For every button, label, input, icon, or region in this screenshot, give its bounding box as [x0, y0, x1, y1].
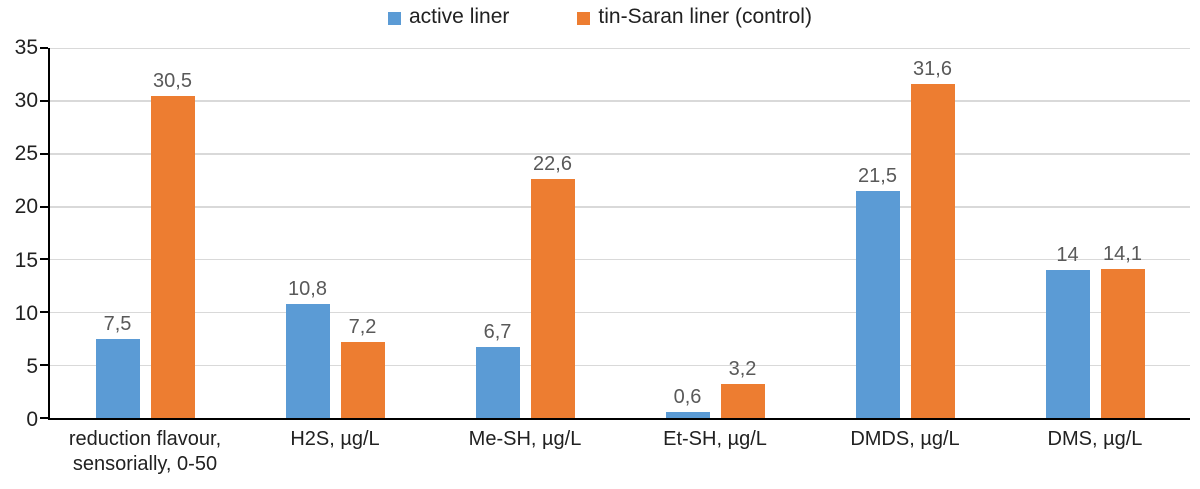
y-axis-tick-label: 25: [14, 142, 38, 166]
y-axis-tick-label: 35: [14, 36, 38, 59]
y-axis-tick-label: 10: [14, 301, 38, 325]
chart-legend: active liner tin-Saran liner (control): [0, 3, 1200, 31]
y-axis-tick-mark: [40, 47, 48, 49]
bar-value-label: 7,2: [348, 315, 377, 338]
y-axis-tick-mark: [40, 364, 48, 367]
y-axis-tick-label: 5: [26, 354, 38, 378]
x-axis-category-label: DMDS, µg/L: [850, 428, 960, 450]
gridline: [50, 100, 1190, 102]
legend-label-active-liner: active liner: [409, 5, 510, 28]
bar-value-label: 21,5: [858, 164, 897, 187]
bar-series-1-category-2: [530, 179, 575, 418]
bar-series-0-category-4: [855, 190, 900, 418]
gridline: [50, 258, 1190, 261]
x-axis-category-label: DMS, µg/L: [1047, 428, 1143, 450]
gridline: [50, 153, 1190, 155]
bar-value-label: 30,5: [153, 69, 192, 92]
bar-value-label: 6,7: [483, 321, 512, 344]
bar-series-0-category-3: [665, 411, 710, 418]
bar-series-0-category-2: [475, 347, 520, 418]
y-axis-tick-mark: [40, 205, 48, 208]
bar-value-label: 14: [1056, 244, 1079, 266]
gridline: [50, 206, 1190, 208]
y-axis-tick-label: 0: [26, 408, 38, 431]
bar-series-1-category-3: [720, 384, 765, 418]
legend-item-active-liner: active liner: [388, 5, 509, 29]
bar-group: 10,8 7,2: [240, 48, 430, 418]
bar-series-0-category-0: [95, 338, 140, 418]
bar-value-label: 3,2: [728, 358, 757, 381]
bar-series-1-category-5: [1100, 268, 1145, 418]
bar-value-label: 0,6: [673, 385, 702, 408]
bar-groups-container: 7,5 30,5 10,8 7,2 6,7 22,6 0,6 3,2 21,5 31,6 14 14,…: [50, 48, 1190, 418]
legend-label-control-liner: tin-Saran liner (control): [598, 5, 812, 28]
bar-value-label: 31,6: [913, 57, 952, 80]
bar-series-0-category-1: [285, 303, 330, 418]
x-axis-category-label: H2S, µg/L: [290, 428, 380, 450]
y-axis-tick-labels: 0 5 10 15 20 25 30 35: [0, 37, 38, 430]
bar-group: 0,6 3,2: [620, 48, 810, 418]
bar-series-1-category-1: [340, 341, 385, 418]
bar-series-0-category-5: [1045, 270, 1090, 418]
bar-group: 21,5 31,6: [810, 48, 1000, 418]
bar-group: 14 14,1: [1000, 48, 1190, 418]
bar-group: 7,5 30,5: [50, 48, 240, 418]
bar-group: 6,7 22,6: [430, 48, 620, 418]
bar-value-label: 14,1: [1103, 242, 1142, 265]
x-axis-category-label: Et-SH, µg/L: [663, 428, 767, 450]
legend-swatch-control-liner: [577, 11, 591, 25]
y-axis-tick-label: 30: [14, 89, 38, 113]
y-axis-tick-label: 20: [14, 195, 38, 219]
y-axis-tick-mark: [40, 311, 48, 314]
y-axis-tick-mark: [40, 417, 48, 419]
bar-series-1-category-0: [150, 95, 195, 418]
y-axis-tick-mark: [40, 258, 48, 261]
bar-value-label: 22,6: [533, 153, 572, 176]
gridline: [50, 311, 1190, 314]
legend-item-control-liner: tin-Saran liner (control): [577, 5, 812, 29]
x-axis-category-labels: reduction flavour, sensorially, 0-50 H2S,…: [50, 427, 1190, 477]
x-axis-category-label: reduction flavour, sensorially, 0-50: [68, 428, 222, 475]
gridline: [50, 364, 1190, 367]
y-axis-tick-mark: [40, 152, 48, 155]
bar-series-1-category-4: [910, 83, 955, 418]
bar-value-label: 7,5: [103, 312, 132, 335]
x-axis-category-label: Me-SH, µg/L: [468, 428, 582, 450]
gridline: [50, 47, 1190, 49]
y-axis-tick-mark: [40, 99, 48, 102]
legend-swatch-active-liner: [388, 11, 401, 25]
bar-value-label: 10,8: [288, 277, 327, 300]
plot-area: 7,5 30,5 10,8 7,2 6,7 22,6 0,6 3,2 21,5 31,6 14 14,…: [40, 47, 1190, 420]
y-axis-tick-label: 15: [14, 248, 38, 272]
